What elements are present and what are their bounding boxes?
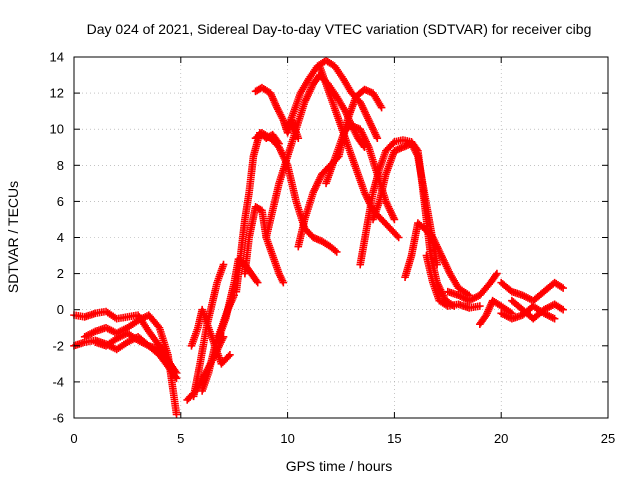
data-marks — [70, 56, 567, 419]
x-tick-label: 20 — [494, 431, 508, 446]
series-arc-21 — [401, 219, 473, 300]
data-point — [332, 248, 341, 256]
data-point — [550, 314, 559, 323]
x-tick-label: 0 — [70, 431, 77, 446]
y-tick-label: 6 — [57, 194, 64, 209]
x-tick-label: 10 — [280, 431, 294, 446]
data-point — [377, 103, 386, 112]
y-tick-label: 10 — [50, 122, 64, 137]
data-point — [373, 134, 382, 143]
y-tick-label: 8 — [57, 158, 64, 173]
y-tick-label: -4 — [52, 374, 64, 389]
grid-lines — [74, 57, 608, 418]
data-point — [279, 278, 288, 287]
y-tick-label: -2 — [52, 338, 64, 353]
data-point — [226, 351, 234, 359]
series-arc-16 — [294, 85, 386, 251]
x-tick-label: 5 — [177, 431, 184, 446]
y-tick-label: 12 — [50, 86, 64, 101]
data-point — [172, 410, 181, 419]
y-axis-label: SDTVAR / TECUs — [5, 181, 21, 293]
series-arc-25 — [497, 278, 567, 305]
data-point — [559, 305, 567, 314]
y-tick-label: 14 — [50, 50, 64, 65]
y-tick-label: 2 — [57, 266, 64, 281]
data-point — [476, 302, 484, 310]
data-point — [219, 260, 228, 269]
data-point — [166, 360, 174, 368]
data-point — [390, 215, 399, 224]
data-point — [253, 278, 262, 287]
series-arc-7 — [189, 260, 228, 401]
y-tick-label: -6 — [52, 411, 64, 426]
chart-title: Day 024 of 2021, Sidereal Day-to-day VTE… — [87, 21, 592, 37]
data-point — [394, 233, 403, 242]
series-arc-22 — [422, 251, 484, 312]
x-axis-label: GPS time / hours — [286, 458, 393, 474]
series-arc-23 — [444, 269, 501, 305]
x-tick-label: 25 — [601, 431, 615, 446]
data-point — [433, 260, 441, 269]
series-arc-11 — [241, 203, 288, 287]
y-tick-label: 0 — [57, 302, 64, 317]
axis-ticks: 0 5 10 15 20 25 -6 -4 -2 0 2 4 6 8 10 12 14 — [50, 50, 616, 447]
series-arc-27 — [497, 302, 559, 323]
series-arc-17 — [315, 62, 403, 242]
data-point — [493, 269, 501, 278]
data-point — [559, 284, 567, 292]
y-tick-label: 4 — [57, 230, 64, 245]
series-arc-4 — [91, 329, 174, 368]
x-tick-label: 15 — [387, 431, 401, 446]
series-arc-14 — [262, 71, 369, 242]
series-arc-3 — [80, 311, 181, 419]
series-arc-24 — [476, 296, 516, 328]
